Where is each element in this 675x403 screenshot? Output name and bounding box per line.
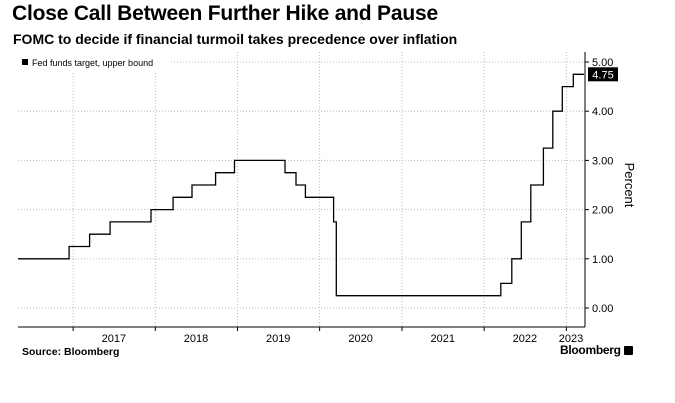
brand-mark-icon (623, 346, 633, 355)
y-tick-label: 2.00 (592, 205, 613, 217)
x-tick-label: 2023 (559, 333, 583, 345)
x-tick-label: 2017 (102, 333, 126, 345)
y-tick-label: 1.00 (592, 254, 613, 266)
y-axis-label: Percent (622, 163, 637, 208)
y-tick-label: 5.00 (592, 57, 613, 69)
x-tick-label: 2018 (184, 333, 208, 345)
chart-subtitle: FOMC to decide if financial turmoil take… (13, 31, 458, 47)
source-note: Source: Bloomberg (22, 346, 120, 358)
last-value-tag: 4.75 (588, 67, 618, 82)
y-tick-label: 0.00 (592, 303, 613, 315)
series-line (18, 73, 584, 297)
x-tick-label: 2020 (348, 333, 372, 345)
x-tick-label: 2021 (431, 333, 455, 345)
brand-logo: Bloomberg (560, 343, 633, 357)
last-value-label: 4.75 (592, 69, 613, 81)
chart-title: Close Call Between Further Hike and Paus… (12, 2, 438, 25)
y-tick-label: 3.00 (592, 155, 613, 167)
y-tick-label: 4.00 (592, 106, 613, 118)
legend: Fed funds target, upper bound (18, 52, 169, 71)
legend-label: Fed funds target, upper bound (32, 58, 153, 68)
x-tick-label: 2022 (513, 333, 537, 345)
x-tick-label: 2019 (266, 333, 290, 345)
brand-name: Bloomberg (560, 343, 621, 357)
legend-swatch (22, 59, 28, 65)
